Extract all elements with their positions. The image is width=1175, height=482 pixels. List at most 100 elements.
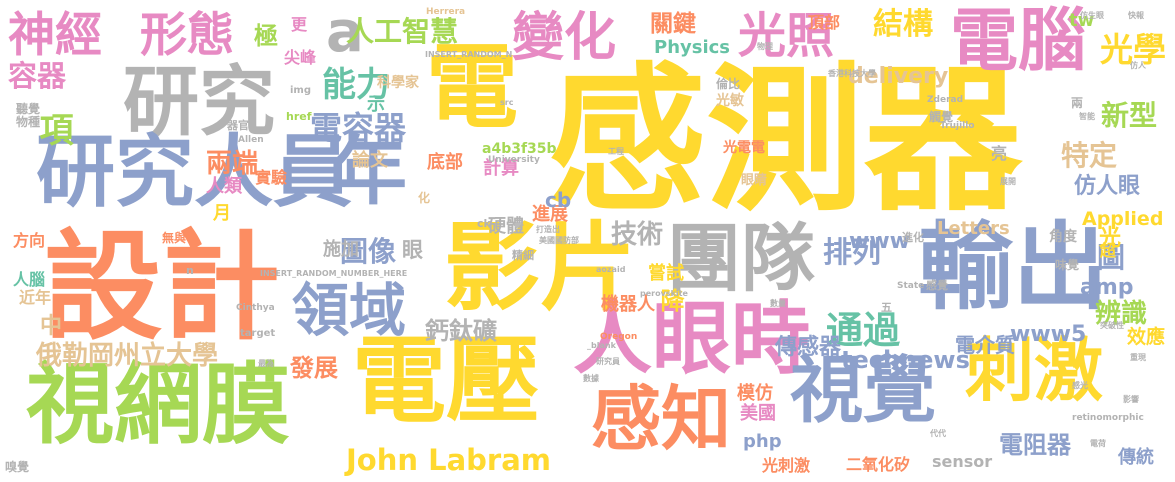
word: 電介質 [955,333,1015,357]
word: 進化 [902,231,924,244]
word: 視覺 [790,348,936,433]
word: INSERT_RANDOM_NUMBER_HERE [260,269,408,278]
word: 嗅覺 [5,460,30,474]
word: 俄勒岡州立大學 [36,341,219,371]
word: 頂部 [808,13,841,32]
word: 月 [213,203,231,224]
word: 容器 [8,59,67,93]
word: Applied [1082,208,1164,230]
word: 感知 [591,378,731,460]
word: 無與 [162,231,187,245]
word: 人類 [206,176,242,197]
word: 超 [1100,241,1117,260]
word: 兩端 [206,149,259,179]
word: 新型 [1101,99,1158,132]
word: 重現 [1130,353,1146,362]
word: 數量 [770,299,786,308]
word: 光電電 [723,140,765,156]
word: 光照 [738,8,835,64]
word: 視網膜 [26,353,291,456]
word: 物種 [16,115,41,129]
word: 特定 [1061,139,1118,172]
word: retinomorphic [1072,413,1144,423]
word: 影響 [1123,395,1139,404]
word: n [186,264,194,277]
word: 感測器 [548,49,1022,233]
word: 中 [40,314,63,339]
word: 效應 [1127,326,1166,348]
word: sensor [932,452,993,471]
word: a [326,0,364,65]
word: 鈣鈦礦 [425,317,497,345]
word: 味覺 [1055,258,1080,272]
word: technews [841,346,970,374]
word: 美國國防部 [539,236,579,245]
word: 技術 [611,220,664,250]
word: 團隊 [667,216,815,302]
word: Allen [238,135,264,145]
word: 傳統 [1118,447,1154,468]
word: 光 [1099,226,1122,251]
word: perovskite [640,289,688,298]
word: 感光 [1072,381,1088,390]
word: 電 [426,34,519,141]
word: 施加 [323,239,359,260]
word: 計算 [483,158,519,179]
word: 科學家 [377,75,419,91]
word: 眼 [402,238,423,262]
word: 嘗試 [648,263,684,284]
word: 硬體 [488,216,524,237]
word: 研究員 [596,357,620,366]
word: 工程 [608,147,624,156]
word: php [743,431,782,452]
word: 機器人 [601,294,655,315]
word: 通過 [826,309,900,352]
word: 仿生眼 [1080,11,1104,20]
word: cb [545,188,572,212]
word: 仿人 [1130,61,1146,70]
word: 尖峰 [284,48,317,67]
word: 器官 [227,119,249,132]
word: 刺激 [965,331,1103,411]
word: a4b3f35b [482,141,557,157]
word: 電阻器 [999,431,1071,459]
word: 二氧化矽 [846,455,911,474]
word: Oregon [600,332,638,342]
word: 聽覺 [16,102,41,116]
word: 人工智慧 [346,15,459,48]
word: 展開 [1000,177,1016,186]
word: 精細 [512,249,534,262]
word: 研究 [123,57,275,146]
word: 領域 [292,278,406,344]
word: 圖像 [340,235,397,268]
word: 電容器 [310,109,407,147]
word: aozaid [596,265,626,274]
word: 設計 [44,218,281,356]
word: 電腦 [950,2,1087,81]
word: 進展 [532,204,568,225]
word: 亮 [991,144,1008,163]
word: 人腦 [13,270,46,289]
word: Cinthya [236,303,275,313]
word: 能力 [322,65,390,105]
word: 倫比 [716,77,741,91]
word: Letters [937,218,1010,239]
word: 項 [33,112,73,146]
word: 電荷 [1090,439,1106,448]
word: 關鍵 [650,11,696,37]
word: 數據 [583,374,599,383]
word: 變化 [512,8,617,68]
word: University [488,155,540,165]
word: 快報 [1128,11,1144,20]
word: 更 [291,15,308,34]
word: 香港科技大學 [828,69,876,78]
word: 人眼時 [573,293,810,385]
word: 光學 [1100,30,1166,69]
word: 化 [418,191,431,205]
word: Trujillo [940,121,975,131]
word: _blank [587,341,616,350]
word: target [240,328,276,339]
word: delivery [848,64,949,89]
word: 示 [367,94,385,115]
